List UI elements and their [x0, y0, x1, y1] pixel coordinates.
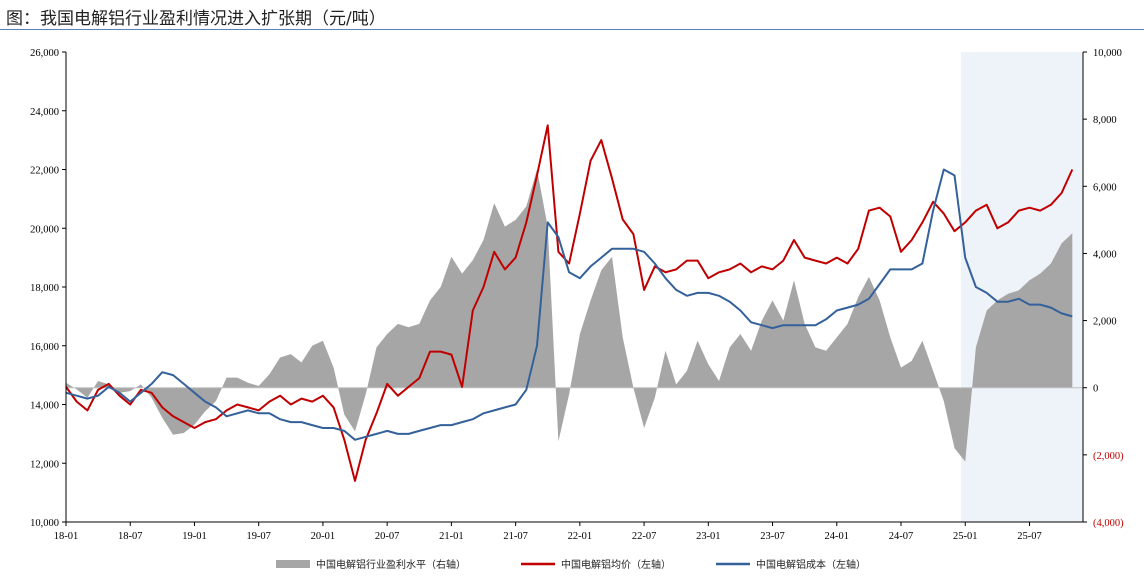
left-tick-label: 12,000: [30, 459, 59, 470]
right-tick-label: (2,000): [1093, 451, 1124, 462]
x-tick-label: 20-07: [375, 531, 400, 542]
right-tick-label: 10,000: [1093, 48, 1122, 59]
profit-area: [66, 169, 1073, 462]
right-tick-label: 6,000: [1093, 182, 1117, 193]
legend-swatch: [276, 560, 310, 568]
x-tick-label: 23-01: [696, 531, 721, 542]
left-tick-label: 10,000: [30, 518, 59, 529]
x-tick-label: 25-07: [1017, 531, 1042, 542]
x-tick-label: 22-01: [568, 531, 593, 542]
left-tick-label: 16,000: [30, 342, 59, 353]
x-tick-label: 20-01: [311, 531, 336, 542]
x-tick-label: 19-07: [246, 531, 271, 542]
legend-label: 中国电解铝成本（左轴）: [756, 558, 866, 571]
x-tick-label: 21-07: [503, 531, 528, 542]
left-tick-label: 22,000: [30, 166, 59, 177]
x-tick-label: 19-01: [182, 531, 207, 542]
title-divider: [0, 29, 1144, 30]
x-tick-label: 18-07: [118, 531, 143, 542]
x-tick-label: 21-01: [439, 531, 464, 542]
legend-label: 中国电解铝行业盈利水平（右轴）: [316, 558, 466, 571]
x-tick-label: 24-07: [889, 531, 914, 542]
left-tick-label: 24,000: [30, 107, 59, 118]
x-tick-label: 23-07: [760, 531, 785, 542]
legend-label: 中国电解铝均价（左轴）: [561, 558, 671, 571]
chart-title: 图：我国电解铝行业盈利情况进入扩张期（元/吨）: [6, 9, 386, 29]
x-tick-label: 22-07: [632, 531, 657, 542]
right-tick-label: 4,000: [1093, 249, 1117, 260]
right-tick-label: (4,000): [1093, 518, 1124, 529]
left-tick-label: 18,000: [30, 283, 59, 294]
x-tick-label: 18-01: [54, 531, 79, 542]
left-tick-label: 20,000: [30, 224, 59, 235]
x-tick-label: 25-01: [953, 531, 978, 542]
left-tick-label: 26,000: [30, 48, 59, 59]
price-line: [65, 124, 1074, 482]
cost-line: [65, 168, 1073, 441]
right-tick-label: 8,000: [1093, 115, 1117, 126]
right-tick-label: 2,000: [1093, 317, 1117, 328]
left-tick-label: 14,000: [30, 401, 59, 412]
right-tick-label: 0: [1093, 384, 1098, 395]
x-tick-label: 24-01: [825, 531, 850, 542]
